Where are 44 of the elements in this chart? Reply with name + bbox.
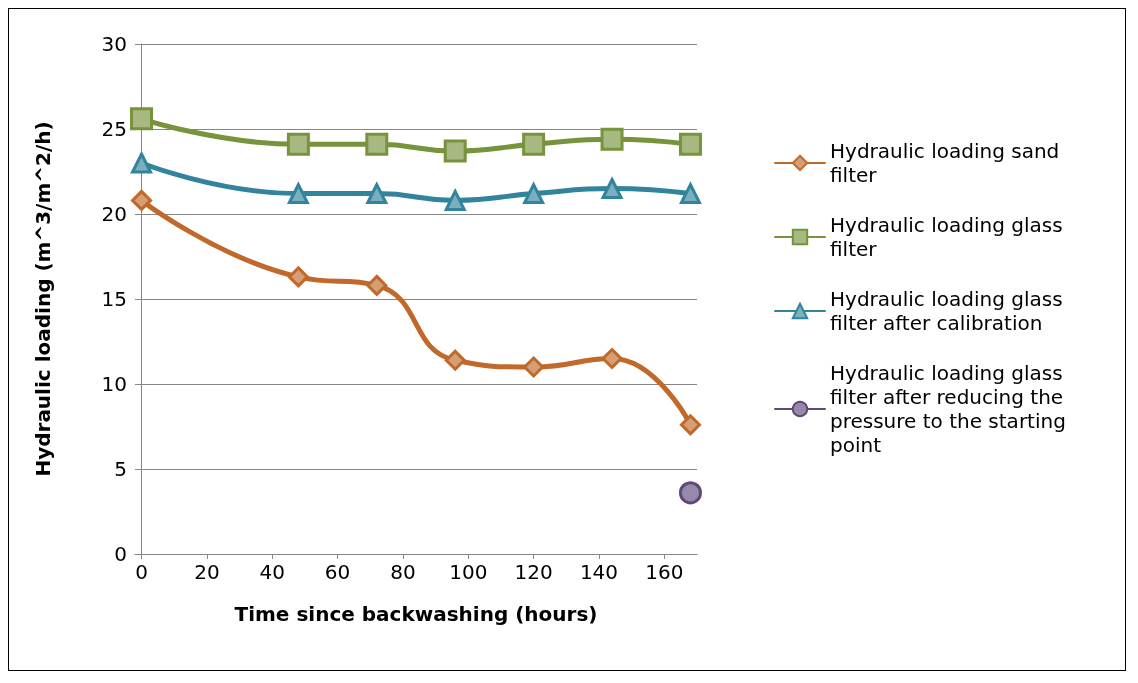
point [444, 189, 466, 211]
legend-label: Hydraulic loading glass filter after calibration [830, 287, 1069, 335]
x-axis-title: Time since backwashing (hours) [234, 602, 598, 626]
y-axis-title: Hydraulic loading (m^3/m^2/h) [31, 121, 55, 477]
point [678, 481, 702, 505]
point [131, 189, 153, 211]
y-tick-label: 25 [101, 117, 127, 141]
point [679, 414, 701, 436]
x-tick-label: 20 [194, 560, 220, 584]
point [286, 132, 310, 156]
point [601, 178, 623, 199]
x-tick-label: 0 [135, 560, 148, 584]
point [522, 132, 546, 156]
point [444, 349, 466, 371]
point [600, 127, 624, 151]
x-tick-label: 80 [390, 560, 416, 584]
legend-label: Hydraulic loading glass filter [830, 213, 1069, 261]
y-tick-label: 30 [101, 32, 127, 56]
point [130, 107, 154, 131]
point [679, 183, 701, 205]
point [678, 132, 702, 156]
point [287, 266, 309, 288]
point [523, 356, 545, 378]
x-tick-label: 160 [645, 560, 684, 584]
x-tick-label: 40 [259, 560, 285, 584]
point [443, 139, 467, 163]
y-tick-label: 20 [101, 202, 127, 226]
point [366, 274, 388, 296]
legend-label: Hydraulic loading sand filter [830, 139, 1066, 187]
x-tick-label: 120 [514, 560, 553, 584]
point [131, 152, 153, 174]
y-tick-label: 10 [101, 372, 127, 396]
point [365, 132, 389, 156]
x-tick-label: 60 [324, 560, 351, 584]
y-tick-label: 15 [101, 287, 127, 311]
point [287, 183, 309, 205]
x-tick-label: 100 [449, 560, 488, 584]
y-tick-label: 0 [114, 542, 127, 566]
point [601, 348, 623, 369]
y-tick-label: 5 [114, 457, 127, 481]
legend-label: Hydraulic loading glass filter after reducing the pressure to the starting point [830, 361, 1073, 457]
x-tick-label: 140 [579, 560, 619, 584]
point [366, 183, 388, 205]
point [523, 183, 545, 205]
